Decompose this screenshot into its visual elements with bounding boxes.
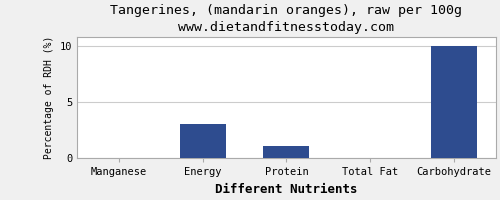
Bar: [431, 46, 477, 158]
Title: Tangerines, (mandarin oranges), raw per 100g
www.dietandfitnesstoday.com: Tangerines, (mandarin oranges), raw per …: [110, 4, 463, 34]
Bar: [264, 146, 310, 158]
X-axis label: Different Nutrients: Different Nutrients: [215, 183, 358, 196]
Y-axis label: Percentage of RDH (%): Percentage of RDH (%): [44, 36, 54, 159]
Bar: [180, 124, 226, 158]
